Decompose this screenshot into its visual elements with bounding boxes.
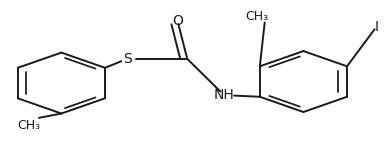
Text: CH₃: CH₃ (18, 119, 41, 132)
Text: S: S (123, 52, 131, 66)
Text: I: I (374, 20, 378, 34)
Text: CH₃: CH₃ (245, 10, 269, 23)
Text: NH: NH (214, 88, 234, 102)
Text: O: O (172, 14, 183, 28)
